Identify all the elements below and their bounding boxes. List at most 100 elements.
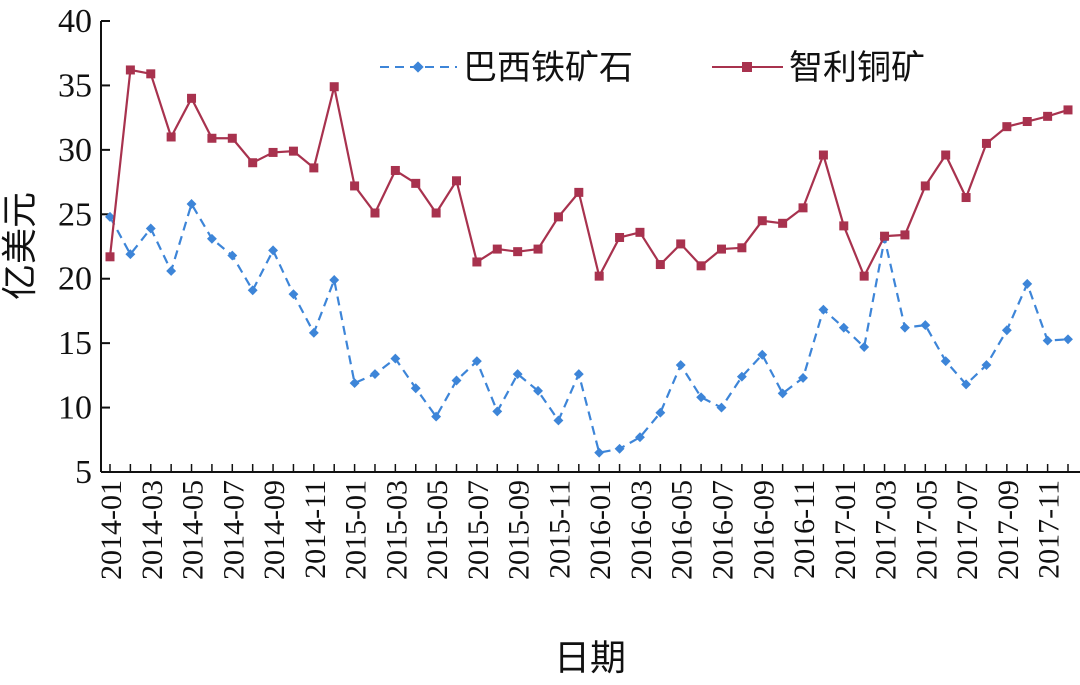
- x-tick-label: 2014-01: [95, 480, 128, 580]
- x-tick-label: 2017-01: [829, 480, 862, 580]
- data-point: [859, 271, 869, 281]
- data-point: [288, 289, 299, 300]
- data-point: [370, 369, 380, 380]
- x-tick-label: 2015-05: [421, 480, 454, 580]
- data-point: [615, 232, 625, 242]
- legend[interactable]: 巴西铁矿石 智利铜矿: [380, 49, 925, 87]
- y-tick-label: 20: [58, 261, 92, 298]
- data-point: [941, 150, 951, 160]
- y-axis-label: 亿美元: [0, 192, 40, 300]
- data-point: [675, 360, 686, 370]
- data-point: [329, 82, 339, 92]
- data-point: [349, 378, 360, 389]
- legend-item-iron-ore[interactable]: 巴西铁矿石: [380, 49, 633, 87]
- data-point: [1043, 111, 1053, 121]
- data-point: [737, 243, 747, 253]
- x-tick-label: 2015-07: [462, 480, 495, 580]
- x-tick-label: 2014-11: [299, 480, 332, 579]
- data-point: [146, 69, 156, 79]
- data-point: [471, 356, 482, 367]
- data-point: [573, 369, 584, 380]
- data-point: [839, 221, 849, 231]
- data-point: [145, 223, 156, 234]
- data-point: [308, 327, 319, 338]
- data-point: [635, 227, 645, 237]
- data-point: [1063, 334, 1073, 345]
- data-point: [757, 349, 768, 360]
- x-tick-label: 2017-09: [992, 480, 1025, 580]
- data-point: [716, 244, 726, 254]
- data-point: [798, 372, 808, 383]
- data-point: [757, 216, 767, 226]
- y-tick-label: 30: [58, 132, 92, 169]
- data-point: [512, 369, 523, 380]
- data-point: [880, 231, 890, 241]
- data-point: [288, 146, 298, 156]
- series-line-0: [109, 201, 1069, 454]
- data-point: [961, 193, 971, 203]
- x-tick-label: 2016-09: [747, 480, 780, 580]
- data-point: [125, 65, 135, 75]
- legend-label-copper: 智利铜矿: [789, 49, 925, 87]
- data-point: [655, 260, 665, 270]
- data-point: [920, 320, 931, 331]
- axes: [100, 21, 1080, 473]
- x-tick-label: 2016-11: [788, 480, 821, 579]
- data-point: [411, 178, 421, 188]
- x-tick-label: 2014-03: [136, 480, 169, 580]
- x-tick-label: 2014-09: [258, 480, 291, 580]
- data-point: [350, 181, 360, 191]
- data-point: [696, 392, 707, 403]
- data-point: [920, 181, 930, 191]
- x-tick-label: 2015-01: [340, 480, 373, 580]
- x-tick-label: 2014-07: [217, 480, 250, 580]
- data-point: [838, 322, 849, 333]
- data-point: [390, 165, 400, 175]
- x-tick-label: 2015-09: [503, 480, 536, 580]
- data-point: [166, 132, 176, 142]
- data-point: [492, 406, 503, 417]
- data-point: [1042, 335, 1053, 346]
- data-point: [186, 199, 197, 209]
- y-tick-label: 10: [58, 390, 92, 427]
- data-point: [1002, 122, 1012, 132]
- data-point: [676, 239, 686, 249]
- data-point: [798, 203, 808, 213]
- data-point: [859, 342, 870, 352]
- data-point: [533, 385, 543, 396]
- data-point: [900, 230, 910, 240]
- x-tick-label: 2016-05: [666, 480, 699, 580]
- data-point: [268, 245, 279, 256]
- data-point: [981, 138, 991, 148]
- data-point: [492, 244, 502, 254]
- x-tick-label: 2017-11: [1033, 480, 1066, 579]
- data-point: [125, 249, 136, 260]
- x-tick-label: 2016-01: [584, 480, 617, 580]
- data-point: [227, 250, 238, 261]
- legend-marker-iron-ore: [412, 61, 424, 73]
- data-point: [472, 257, 482, 267]
- y-tick-label: 40: [58, 3, 92, 40]
- data-point: [431, 411, 442, 422]
- data-point: [410, 383, 421, 394]
- data-point: [594, 271, 604, 281]
- legend-item-copper[interactable]: 智利铜矿: [712, 49, 925, 87]
- data-point: [981, 360, 992, 370]
- data-point: [736, 371, 747, 382]
- x-tick-label: 2015-11: [543, 480, 576, 579]
- data-point: [696, 261, 706, 271]
- data-point: [1001, 325, 1012, 336]
- legend-label-iron-ore: 巴西铁矿石: [463, 49, 633, 87]
- series-layer: [105, 65, 1073, 458]
- data-point: [1063, 105, 1073, 115]
- data-point: [105, 211, 115, 222]
- data-point: [206, 233, 217, 244]
- series-line-1: [108, 68, 1069, 280]
- data-point: [553, 415, 564, 426]
- data-point: [248, 158, 258, 168]
- data-point: [716, 402, 727, 413]
- data-point: [431, 208, 441, 218]
- data-point: [513, 247, 523, 257]
- data-point: [247, 285, 258, 296]
- data-point: [533, 244, 543, 254]
